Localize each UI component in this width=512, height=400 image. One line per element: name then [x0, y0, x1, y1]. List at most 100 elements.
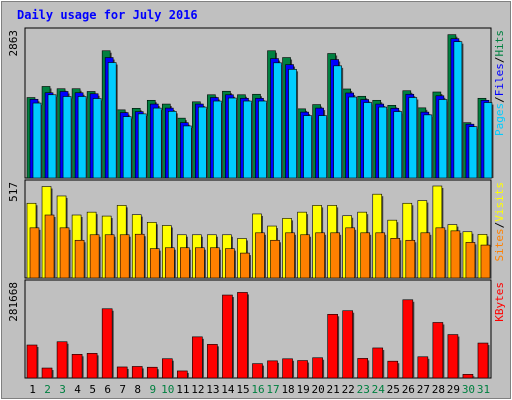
bar-kbytes-kbytes-3	[56, 341, 68, 379]
bar-shadow-visits-sites-11	[189, 249, 191, 278]
x-tick-label-17: 17	[266, 383, 279, 396]
bar-shadow-kbytes-kbytes-15	[247, 294, 249, 378]
bar-visits-sites-10	[164, 247, 175, 279]
bar-hits-pages-26	[408, 97, 418, 179]
bar-shadow-kbytes-kbytes-4	[82, 356, 84, 378]
legend-hits: Pages/Files/Hits	[493, 30, 506, 136]
bar-shadow-hits-pages-11	[191, 127, 193, 178]
bar-shadow-visits-sites-7	[129, 236, 131, 278]
bar-shadow-hits-pages-3	[71, 98, 73, 178]
bar-hits-pages-6	[107, 62, 117, 179]
bar-shadow-visits-sites-25	[399, 240, 402, 278]
bar-visits-sites-4	[74, 239, 85, 279]
bar-shadow-hits-pages-17	[281, 64, 284, 178]
bar-shadow-kbytes-kbytes-6	[112, 310, 114, 378]
bar-shadow-kbytes-kbytes-18	[292, 360, 295, 378]
bar-hits-pages-9	[152, 107, 162, 179]
bar-hits-pages-22	[348, 96, 357, 179]
bar-kbytes-kbytes-4	[71, 354, 83, 379]
bar-shadow-hits-pages-23	[371, 104, 374, 178]
legend-item-hits-1: /	[493, 96, 506, 103]
bar-shadow-visits-sites-27	[429, 234, 432, 278]
bar-hits-pages-13	[213, 100, 222, 179]
bar-shadow-kbytes-kbytes-10	[172, 360, 174, 378]
bar-shadow-kbytes-kbytes-17	[277, 362, 280, 378]
bar-shadow-hits-pages-24	[386, 109, 389, 178]
x-tick-label-14: 14	[221, 383, 235, 396]
bar-hits-pages-14	[228, 97, 237, 179]
x-tick-label-19: 19	[296, 383, 309, 396]
x-tick-label-12: 12	[191, 383, 204, 396]
bar-shadow-visits-sites-31	[489, 247, 492, 278]
bar-shadow-hits-pages-7	[131, 118, 133, 178]
bar-visits-sites-14	[225, 248, 235, 279]
bar-shadow-kbytes-kbytes-21	[337, 316, 340, 378]
bar-kbytes-kbytes-1	[26, 344, 38, 379]
chart-panels: 2863Pages/Files/Hits517Sites/Visits28166…	[7, 27, 506, 379]
bar-visits-sites-26	[405, 239, 416, 279]
bar-kbytes-kbytes-5	[86, 353, 98, 379]
bar-visits-sites-3	[59, 227, 70, 279]
legend-item-visits-2: Visits	[493, 182, 506, 222]
bar-shadow-kbytes-kbytes-2	[52, 370, 54, 378]
x-tick-label-20: 20	[312, 383, 325, 396]
bar-shadow-hits-pages-28	[446, 101, 449, 178]
bar-hits-pages-7	[122, 116, 132, 179]
bar-hits-pages-10	[167, 111, 177, 179]
bar-shadow-hits-pages-29	[461, 43, 464, 179]
x-tick-label-2: 2	[44, 383, 51, 396]
bar-shadow-visits-sites-20	[324, 234, 327, 278]
bar-shadow-hits-pages-14	[236, 100, 238, 178]
bar-shadow-visits-sites-29	[459, 232, 462, 278]
bar-shadow-hits-pages-4	[86, 98, 88, 178]
bar-shadow-hits-pages-10	[176, 113, 178, 178]
bar-shadow-kbytes-kbytes-28	[442, 324, 445, 378]
bar-hits-pages-25	[393, 111, 403, 179]
bar-shadow-visits-sites-8	[144, 236, 146, 278]
bar-kbytes-kbytes-11	[177, 370, 188, 379]
bar-shadow-hits-pages-16	[266, 103, 268, 178]
bar-shadow-hits-pages-2	[56, 96, 58, 178]
bar-shadow-kbytes-kbytes-9	[157, 369, 159, 378]
bar-kbytes-kbytes-18	[282, 358, 293, 379]
bar-shadow-visits-sites-18	[294, 234, 297, 278]
bar-visits-sites-1	[29, 227, 40, 279]
bar-shadow-kbytes-kbytes-23	[367, 360, 370, 378]
bar-kbytes-kbytes-29	[447, 334, 459, 379]
bar-hits-pages-21	[333, 65, 342, 179]
x-tick-label-13: 13	[206, 383, 219, 396]
bar-hits-pages-12	[198, 106, 207, 179]
bar-shadow-hits-pages-20	[326, 117, 329, 178]
bar-visits-sites-2	[44, 214, 55, 279]
x-tick-label-4: 4	[74, 383, 81, 396]
bar-visits-sites-31	[480, 244, 491, 279]
bar-visits-sites-22	[345, 227, 355, 279]
x-tick-label-18: 18	[281, 383, 294, 396]
bar-shadow-visits-sites-3	[69, 229, 71, 278]
legend-item-visits-0: Sites	[493, 228, 506, 261]
bar-hits-pages-20	[318, 115, 327, 179]
bar-kbytes-kbytes-28	[432, 322, 444, 379]
chart-title: Daily usage for July 2016	[17, 8, 198, 22]
bar-shadow-hits-pages-5	[101, 100, 103, 178]
bar-shadow-visits-sites-10	[174, 249, 176, 278]
bar-shadow-visits-sites-19	[309, 236, 312, 278]
bar-shadow-kbytes-kbytes-30	[472, 376, 475, 378]
bar-hits-pages-31	[483, 102, 493, 179]
x-tick-label-16: 16	[251, 383, 264, 396]
bar-shadow-hits-pages-22	[356, 99, 359, 178]
bar-visits-sites-28	[435, 227, 446, 279]
x-tick-label-22: 22	[342, 383, 355, 396]
bar-shadow-kbytes-kbytes-3	[67, 343, 69, 378]
x-tick-label-24: 24	[372, 383, 386, 396]
bar-shadow-kbytes-kbytes-19	[307, 362, 310, 378]
bar-visits-sites-19	[300, 234, 310, 279]
bar-kbytes-kbytes-25	[387, 360, 399, 379]
x-tick-label-31: 31	[477, 383, 490, 396]
bar-shadow-hits-pages-30	[476, 128, 479, 178]
bar-visits-sites-20	[315, 232, 325, 279]
x-tick-label-3: 3	[59, 383, 66, 396]
bar-shadow-visits-sites-14	[234, 250, 236, 278]
